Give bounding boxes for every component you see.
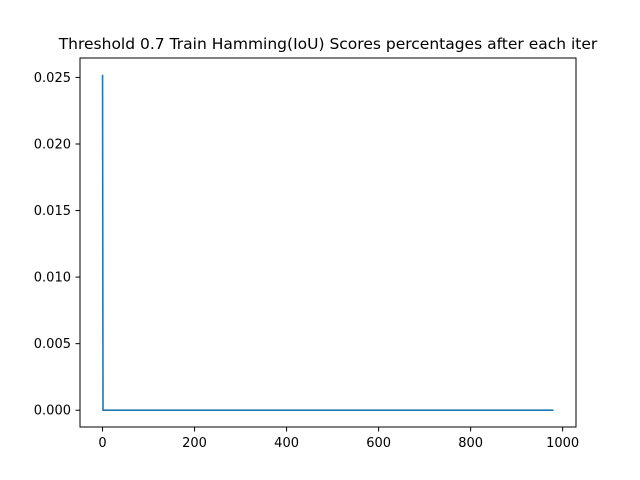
x-tick-label: 800 bbox=[458, 436, 483, 451]
plot-frame bbox=[79, 57, 577, 428]
y-tick-label: 0.000 bbox=[34, 404, 71, 419]
y-tick-label: 0.015 bbox=[34, 204, 71, 219]
series-line-0 bbox=[101, 74, 554, 412]
axes-layer: 0 200 400 600 800 1000 0.000 0.005 0.010 0.015 0.0… bbox=[34, 57, 579, 451]
y-tick-label: 0.005 bbox=[34, 337, 71, 352]
x-tick-label: 600 bbox=[366, 436, 391, 451]
y-tick-label: 0.010 bbox=[34, 271, 71, 286]
x-tick-label: 400 bbox=[274, 436, 299, 451]
chart-title: Threshold 0.7 Train Hamming(IoU) Scores … bbox=[58, 35, 598, 53]
x-tick-label: 1000 bbox=[546, 436, 579, 451]
y-tick-label: 0.020 bbox=[34, 137, 71, 152]
x-tick-label: 0 bbox=[98, 436, 106, 451]
y-tick-label: 0.025 bbox=[34, 71, 71, 86]
series-layer bbox=[101, 74, 554, 412]
x-tick-label: 200 bbox=[182, 436, 207, 451]
